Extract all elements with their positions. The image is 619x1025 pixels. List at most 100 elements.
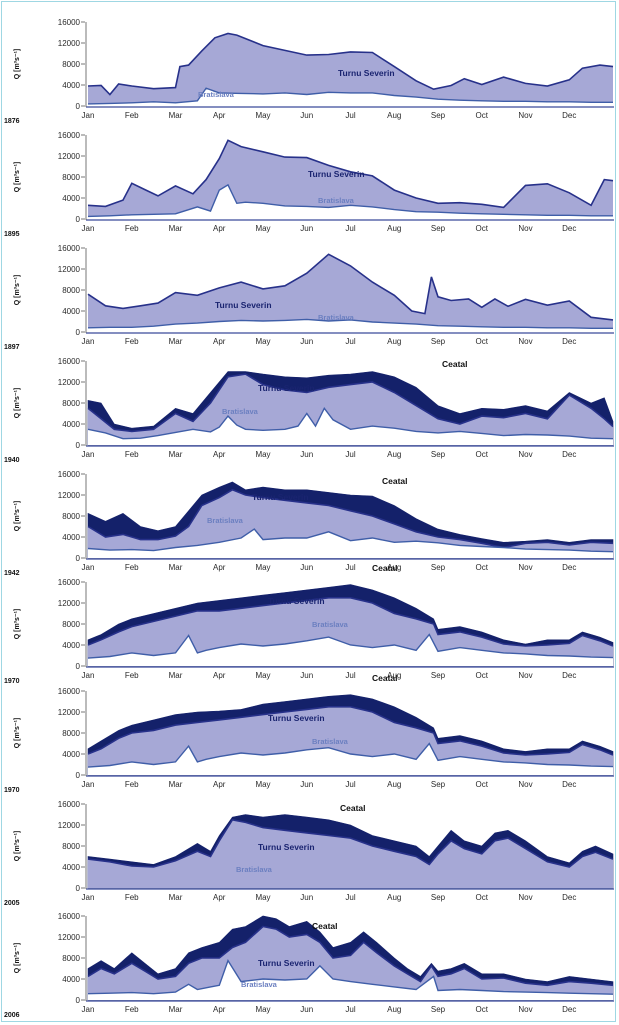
x-tick-label: Mar [169,337,183,346]
year-label: 2006 [4,1012,20,1019]
y-tick-label: 16000 [58,244,81,253]
bratislava-label: Bratislava [198,90,235,99]
y-tick-label: 16000 [58,470,81,479]
chart-panel-1970: 0 4000 8000 12000 16000 Q [m³s⁻¹] Jan Feb Mar Apr… [4,563,614,685]
x-tick-label: Sep [431,111,446,120]
turnu-severin-label: Turnu Severin [338,68,395,78]
ceatal-label: Ceatal [340,803,366,813]
turnu-severin-line [87,139,614,209]
x-tick-label: Jul [345,671,355,680]
x-tick-label: Sep [431,563,446,572]
bratislava-label: Bratislava [236,865,273,874]
y-tick-label: 12000 [58,152,81,161]
y-tick-label: 4000 [62,81,80,90]
x-tick-label: Oct [476,224,489,233]
bratislava-area [88,634,613,666]
y-tick-label: 0 [76,102,81,111]
x-tick-label: Dec [562,893,576,902]
bratislava-label: Bratislava [312,620,349,629]
year-label: 2005 [4,900,20,907]
y-tick-label: 12000 [58,821,81,830]
x-tick-label: Nov [518,1005,532,1014]
x-tick-label: Jan [82,780,95,789]
bratislava-line [87,633,614,659]
x-tick-label: Dec [562,563,576,572]
x-tick-label: Jul [345,224,355,233]
y-tick-label: 16000 [58,687,81,696]
x-tick-label: Jan [82,1005,95,1014]
x-tick-label: May [255,111,270,120]
turnu-severin-line [87,488,614,549]
x-tick-label: May [255,563,270,572]
y-tick-label: 12000 [58,39,81,48]
y-tick-label: 16000 [58,357,81,366]
x-tick-label: Jun [300,337,313,346]
x-tick-label: Aug [387,111,401,120]
y-tick-label: 16000 [58,800,81,809]
x-tick-label: Mar [169,450,183,459]
x-tick-label: Jul [345,337,355,346]
x-tick-label: Oct [476,780,489,789]
bratislava-line [87,183,613,218]
x-tick-label: Jun [300,563,313,572]
chart-panel-1970: 0 4000 8000 12000 16000 Q [m³s⁻¹] Jan Feb Mar Apr… [4,673,614,794]
y-tick-label: 8000 [62,954,80,963]
ceatal-label: Ceatal [382,476,408,486]
x-tick-label: Oct [476,893,489,902]
x-tick-label: Aug [387,671,401,680]
x-tick-label: Feb [125,224,139,233]
chart-panel-1895: 0 4000 8000 12000 16000 Q [m³s⁻¹] Jan Feb Mar Apr… [4,131,614,238]
y-tick-label: 4000 [62,533,80,542]
y-tick-label: 4000 [62,975,80,984]
y-axis-title: Q [m³s⁻¹] [14,943,21,974]
bratislava-line [87,406,614,440]
turnu-severin-line [87,818,614,868]
y-tick-label: 4000 [62,420,80,429]
bratislava-area [88,743,613,775]
x-tick-label: Aug [387,780,401,789]
ceatal-label: Ceatal [442,359,468,369]
turnu-severin-line [87,373,614,433]
x-tick-label: Oct [476,671,489,680]
x-tick-label: May [255,893,270,902]
x-tick-label: Sep [431,1005,446,1014]
x-tick-label: May [255,224,270,233]
x-tick-label: Feb [125,1005,139,1014]
x-tick-label: Mar [169,224,183,233]
chart-panel-1940: 0 4000 8000 12000 16000 Q [m³s⁻¹] Jan Feb Mar Apr… [4,357,614,464]
bratislava-line [87,958,614,995]
ceatal-label: Ceatal [372,563,398,573]
x-tick-label: Aug [387,893,401,902]
x-tick-label: Dec [562,337,576,346]
bratislava-line [87,87,613,105]
x-tick-label: Feb [125,450,139,459]
bratislava-area [88,408,613,445]
y-axis-title: Q [m³s⁻¹] [14,49,21,80]
y-tick-label: 0 [76,215,81,224]
x-tick-label: May [255,450,270,459]
x-tick-label: Feb [125,563,139,572]
x-tick-label: Nov [518,337,532,346]
turnu-severin-label: Turnu Severin [252,492,309,502]
bratislava-line [87,528,614,553]
bratislava-line [87,742,614,768]
x-tick-label: Oct [476,563,489,572]
y-tick-label: 8000 [62,729,80,738]
x-tick-label: Nov [518,893,532,902]
x-tick-label: Mar [169,1005,183,1014]
chart-panel-1942: 0 4000 8000 12000 16000 Q [m³s⁻¹] Jan Feb Mar Apr… [4,470,614,577]
x-tick-label: Jul [345,563,355,572]
x-tick-label: Jan [82,893,95,902]
x-tick-label: Sep [431,671,446,680]
y-tick-label: 8000 [62,286,80,295]
x-tick-label: Mar [169,671,183,680]
y-tick-label: 12000 [58,933,81,942]
x-tick-label: Apr [213,893,226,902]
ceatal-label: Ceatal [372,673,398,683]
y-axis-title: Q [m³s⁻¹] [14,609,21,640]
x-tick-label: Nov [518,450,532,459]
y-tick-label: 8000 [62,173,80,182]
x-tick-label: Dec [562,671,576,680]
x-tick-label: Jun [300,893,313,902]
bratislava-area [88,319,613,332]
